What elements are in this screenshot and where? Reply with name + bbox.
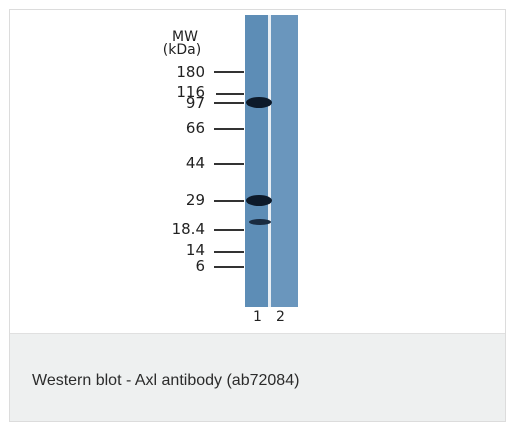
lane-1-label: 1 <box>253 309 262 325</box>
mw-unit: (kDa) <box>162 42 202 58</box>
mw-title: MW <box>172 29 198 45</box>
marker-label: 29 <box>185 191 205 209</box>
lane-2-strip <box>271 15 298 307</box>
band-21kda <box>249 219 271 225</box>
marker-tick <box>214 128 244 130</box>
marker-tick <box>214 266 244 268</box>
lane-2-label: 2 <box>276 309 285 325</box>
marker-tick <box>214 71 244 73</box>
marker-label: 18.4 <box>171 220 205 238</box>
western-blot-figure: MW (kDa) 180 116 97 66 44 29 18.4 14 6 1… <box>10 10 505 333</box>
band-97kda <box>246 97 272 108</box>
marker-label: 180 <box>176 63 205 81</box>
lane-1-strip <box>245 15 269 307</box>
caption-area: Western blot - Axl antibody (ab72084) <box>10 333 505 421</box>
marker-tick <box>214 229 244 231</box>
marker-label: 14 <box>185 241 205 259</box>
marker-label: 97 <box>185 94 205 112</box>
marker-label: 44 <box>185 154 205 172</box>
marker-label: 66 <box>185 119 205 137</box>
band-29kda <box>246 195 272 206</box>
marker-tick <box>216 93 244 95</box>
marker-label: 116 <box>176 83 205 101</box>
marker-tick <box>214 200 244 202</box>
marker-tick <box>214 163 244 165</box>
image-card: MW (kDa) 180 116 97 66 44 29 18.4 14 6 1… <box>9 9 506 422</box>
figure-caption: Western blot - Axl antibody (ab72084) <box>32 372 300 389</box>
lane-divider <box>268 15 271 307</box>
marker-label: 6 <box>195 257 205 275</box>
marker-tick <box>214 251 244 253</box>
marker-tick <box>214 102 244 104</box>
